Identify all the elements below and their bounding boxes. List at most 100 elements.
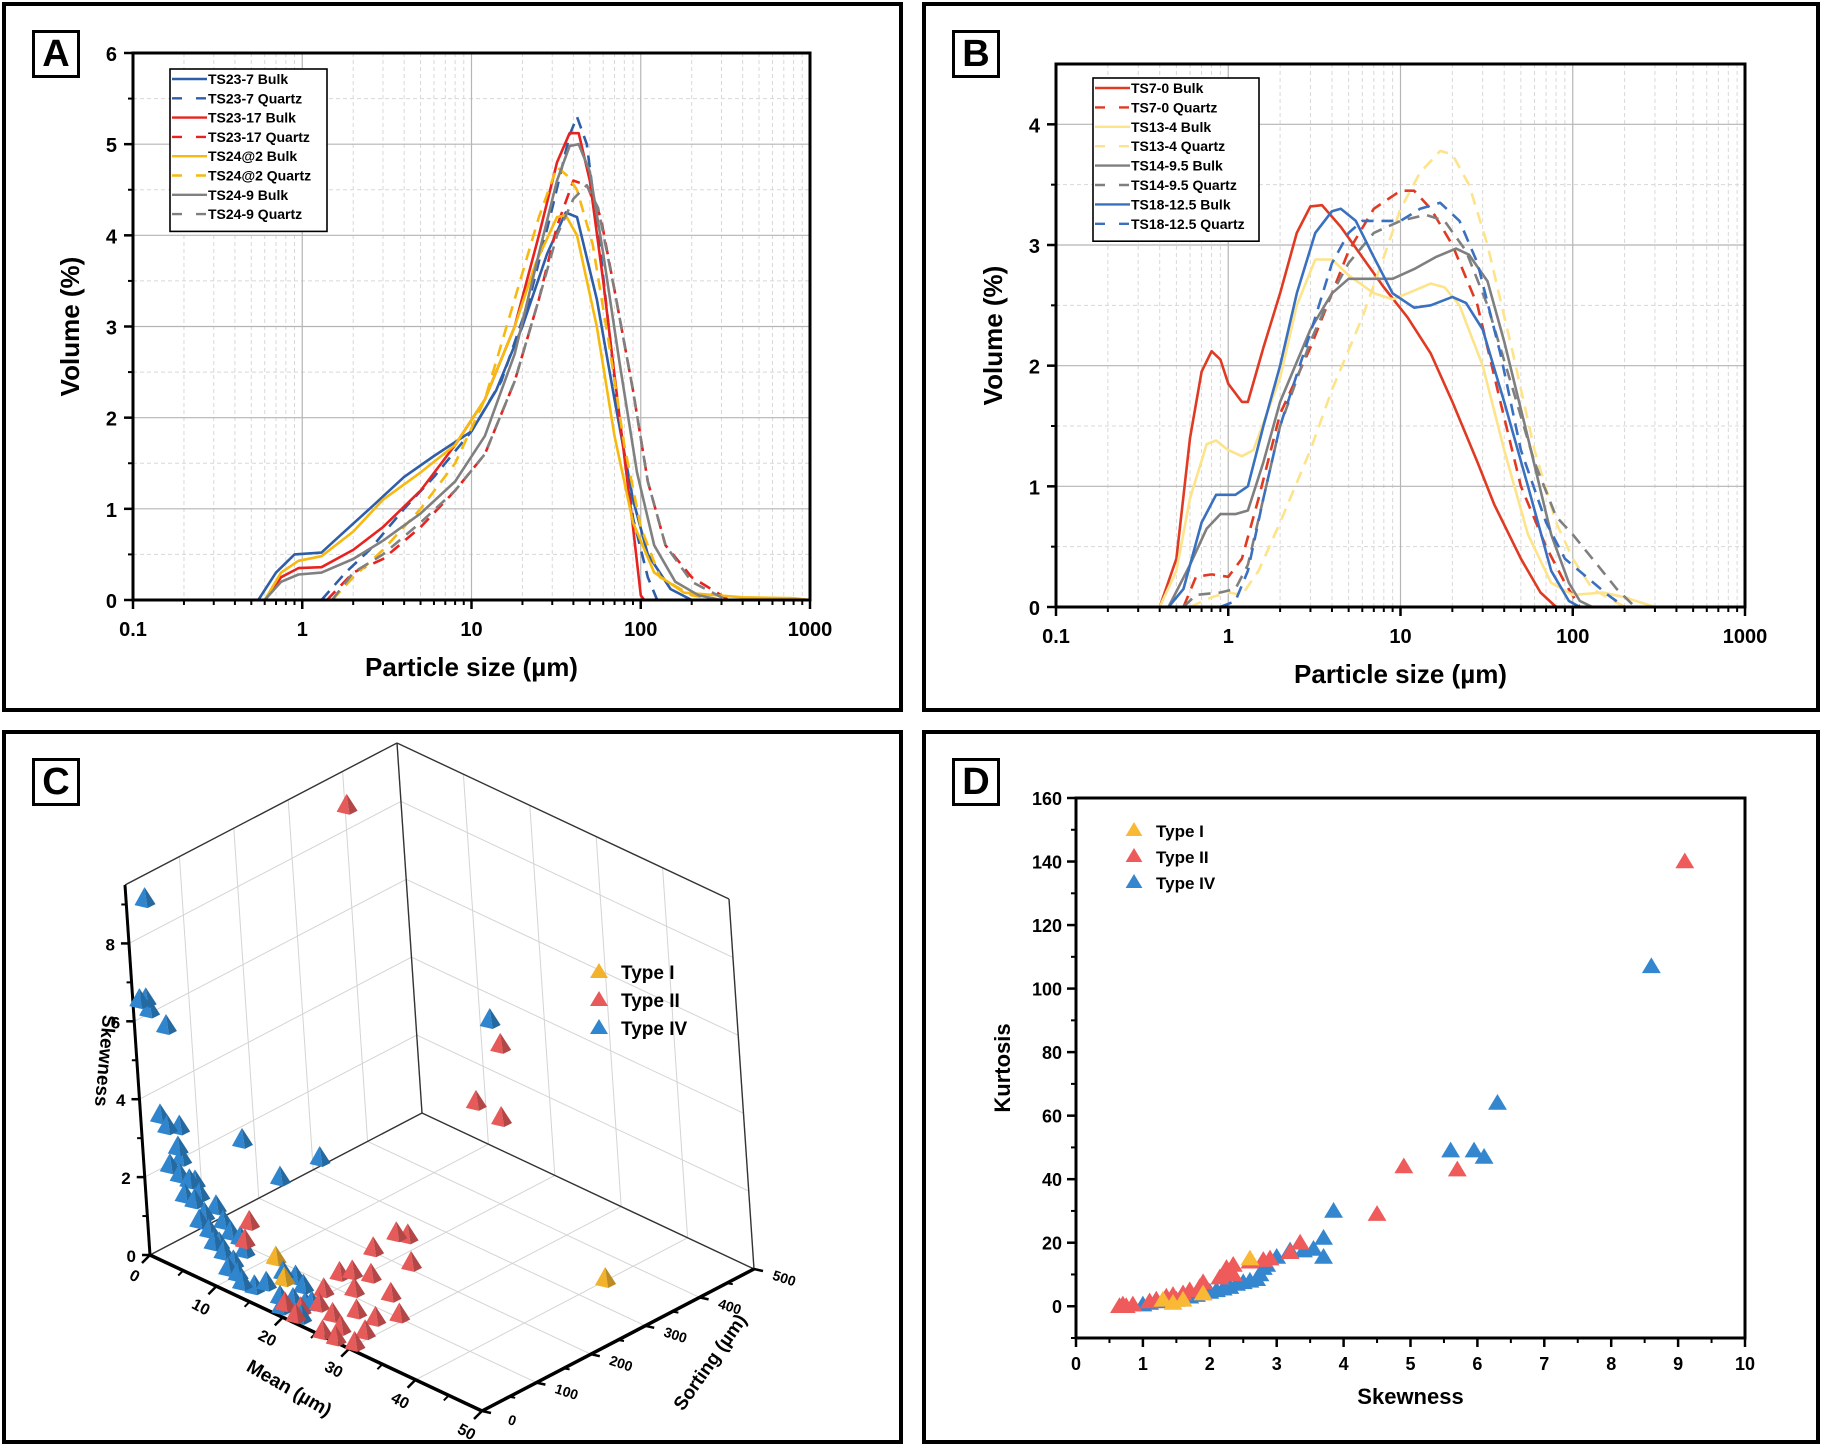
pyramid-face-front: [203, 1230, 217, 1252]
data-point-type-iv: [134, 887, 156, 909]
x-minor-tick: [376, 1363, 384, 1370]
pyramid-face-front: [479, 1007, 493, 1029]
legend-label: TS24@2 Bulk: [208, 148, 297, 164]
chart-d: 0 1 2 3 4 5 6 7 8 9 10020406080100120140160Skewnes…: [990, 789, 1755, 1409]
data-point-type-ii: [1123, 1295, 1143, 1312]
legend-label: TS14-9.5 Bulk: [1131, 158, 1223, 174]
pyramid-face-front: [189, 1208, 203, 1230]
box-edge: [396, 742, 730, 900]
data-point-type-iv: [179, 1168, 201, 1190]
pyramid-face-front: [129, 988, 143, 1010]
x-axis-label: Particle size (µm): [1294, 659, 1507, 689]
data-point-type-ii: [1394, 1157, 1414, 1174]
data-point-type-ii: [365, 1305, 387, 1327]
data-point-type-ii: [1260, 1249, 1280, 1266]
legend-label: Type I: [1156, 822, 1204, 841]
x-tick-label: 5: [1405, 1354, 1415, 1374]
y-tick-label: 100: [553, 1380, 580, 1403]
legend-marker: [590, 963, 608, 978]
y-tick-label: 100: [1032, 980, 1062, 1000]
pyramid-face-front: [313, 1277, 327, 1299]
floor-gridline: [367, 1140, 700, 1298]
pyramid-face-front: [465, 1089, 479, 1111]
panel-b: B 0.1 1 10 100 1000 0 1 2 3 4 Particle size (µm) Vo…: [922, 2, 1820, 712]
z-tick-label: 6: [111, 1013, 120, 1032]
data-point-type-iv: [155, 1014, 177, 1036]
data-point-type-ii: [389, 1302, 411, 1324]
x-tick-mark: [273, 1316, 284, 1327]
y-tick-label: 80: [1042, 1043, 1062, 1063]
legend-marker: [590, 1019, 608, 1034]
legend-label: TS18-12.5 Quartz: [1131, 216, 1245, 232]
x-tick-label: 2: [1205, 1354, 1215, 1374]
pyramid-face-side: [204, 1201, 216, 1223]
series-line-ts7-0-quartz: [1182, 189, 1582, 608]
pyramid-face-side: [352, 1259, 364, 1281]
pyramid-face-side: [284, 1266, 296, 1288]
wall-gridline: [462, 774, 489, 1145]
pyramid-face-side: [411, 1250, 423, 1272]
series-line-ts24-9-quartz: [331, 183, 732, 602]
pyramid-face-side: [215, 1194, 227, 1216]
pyramid-face-side: [266, 1270, 278, 1292]
x-axis-label: Skewness: [1357, 1384, 1463, 1409]
pyramid-face-front: [274, 1266, 288, 1288]
legend-label: TS23-7 Bulk: [208, 71, 288, 87]
data-point-type-iv: [1464, 1141, 1484, 1158]
y-tick-label: 0: [1029, 598, 1040, 620]
pyramid-face-side: [139, 988, 151, 1010]
pyramid-face-front: [354, 1319, 368, 1341]
x-axis-label: Mean (µm): [243, 1356, 335, 1421]
x-tick-label: 0.1: [1042, 626, 1070, 648]
z-tick-label: 8: [105, 935, 114, 954]
x-tick-label: 10: [1735, 1354, 1755, 1374]
panel-label: A: [32, 30, 80, 78]
data-point-type-iv: [1304, 1240, 1323, 1256]
data-point-type-iv: [1314, 1228, 1333, 1245]
legend-box: [169, 68, 328, 233]
pyramid-face-side: [284, 1291, 296, 1313]
pyramid-face-side: [346, 793, 358, 815]
x-tick-label: 6: [1472, 1354, 1482, 1374]
x-tick-label: 1: [1138, 1354, 1148, 1374]
data-point-type-ii: [239, 1209, 261, 1231]
data-point-type-ii: [344, 1276, 366, 1298]
y-tick-mark: [590, 1352, 601, 1358]
data-point-type-ii: [336, 793, 358, 815]
x-tick-label: 1000: [788, 619, 833, 641]
legend-label: Type IV: [621, 1019, 687, 1040]
data-point-type-iv: [256, 1270, 278, 1292]
pyramid-face-front: [293, 1273, 307, 1295]
z-tick-label: 2: [121, 1169, 130, 1188]
data-point-type-ii: [491, 1106, 513, 1128]
wall-gridline: [139, 956, 412, 1100]
pyramid-face-front: [491, 1106, 505, 1128]
data-point-type-iv: [184, 1188, 206, 1210]
pyramid-face-front: [285, 1302, 299, 1324]
x-tick-label: 30: [322, 1358, 346, 1381]
data-point-type-ii: [342, 1259, 364, 1281]
wall-gridline: [405, 878, 739, 1036]
pyramid-face-side: [241, 1270, 253, 1292]
pyramid-face-side: [356, 1298, 368, 1320]
pyramid-face-side: [194, 1188, 206, 1210]
data-point-type-ii: [490, 1032, 512, 1054]
data-point-type-ii: [346, 1298, 368, 1320]
pyramid-face-side: [249, 1209, 261, 1231]
pyramid-face-side: [605, 1267, 617, 1289]
pyramid-face-front: [312, 1319, 326, 1341]
pyramid-face-side: [244, 1228, 256, 1250]
pyramid-face-front: [363, 1236, 377, 1258]
x-axis-label: Particle size (µm): [365, 652, 578, 682]
z-tick-label: 0: [127, 1247, 136, 1266]
y-tick-label: 120: [1032, 916, 1062, 936]
pyramid-face-side: [364, 1319, 376, 1341]
series-line-ts24-9-bulk: [263, 142, 722, 602]
pyramid-face-front: [167, 1135, 181, 1157]
pyramid-face-side: [241, 1127, 253, 1149]
legend-label: TS24@2 Quartz: [208, 168, 311, 184]
series-line-ts14-9-5-quartz: [1182, 213, 1637, 608]
series-line-ts23-17-quartz: [326, 179, 730, 602]
y-tick-label: 2: [106, 409, 117, 431]
y-tick-label: 1: [106, 500, 117, 522]
